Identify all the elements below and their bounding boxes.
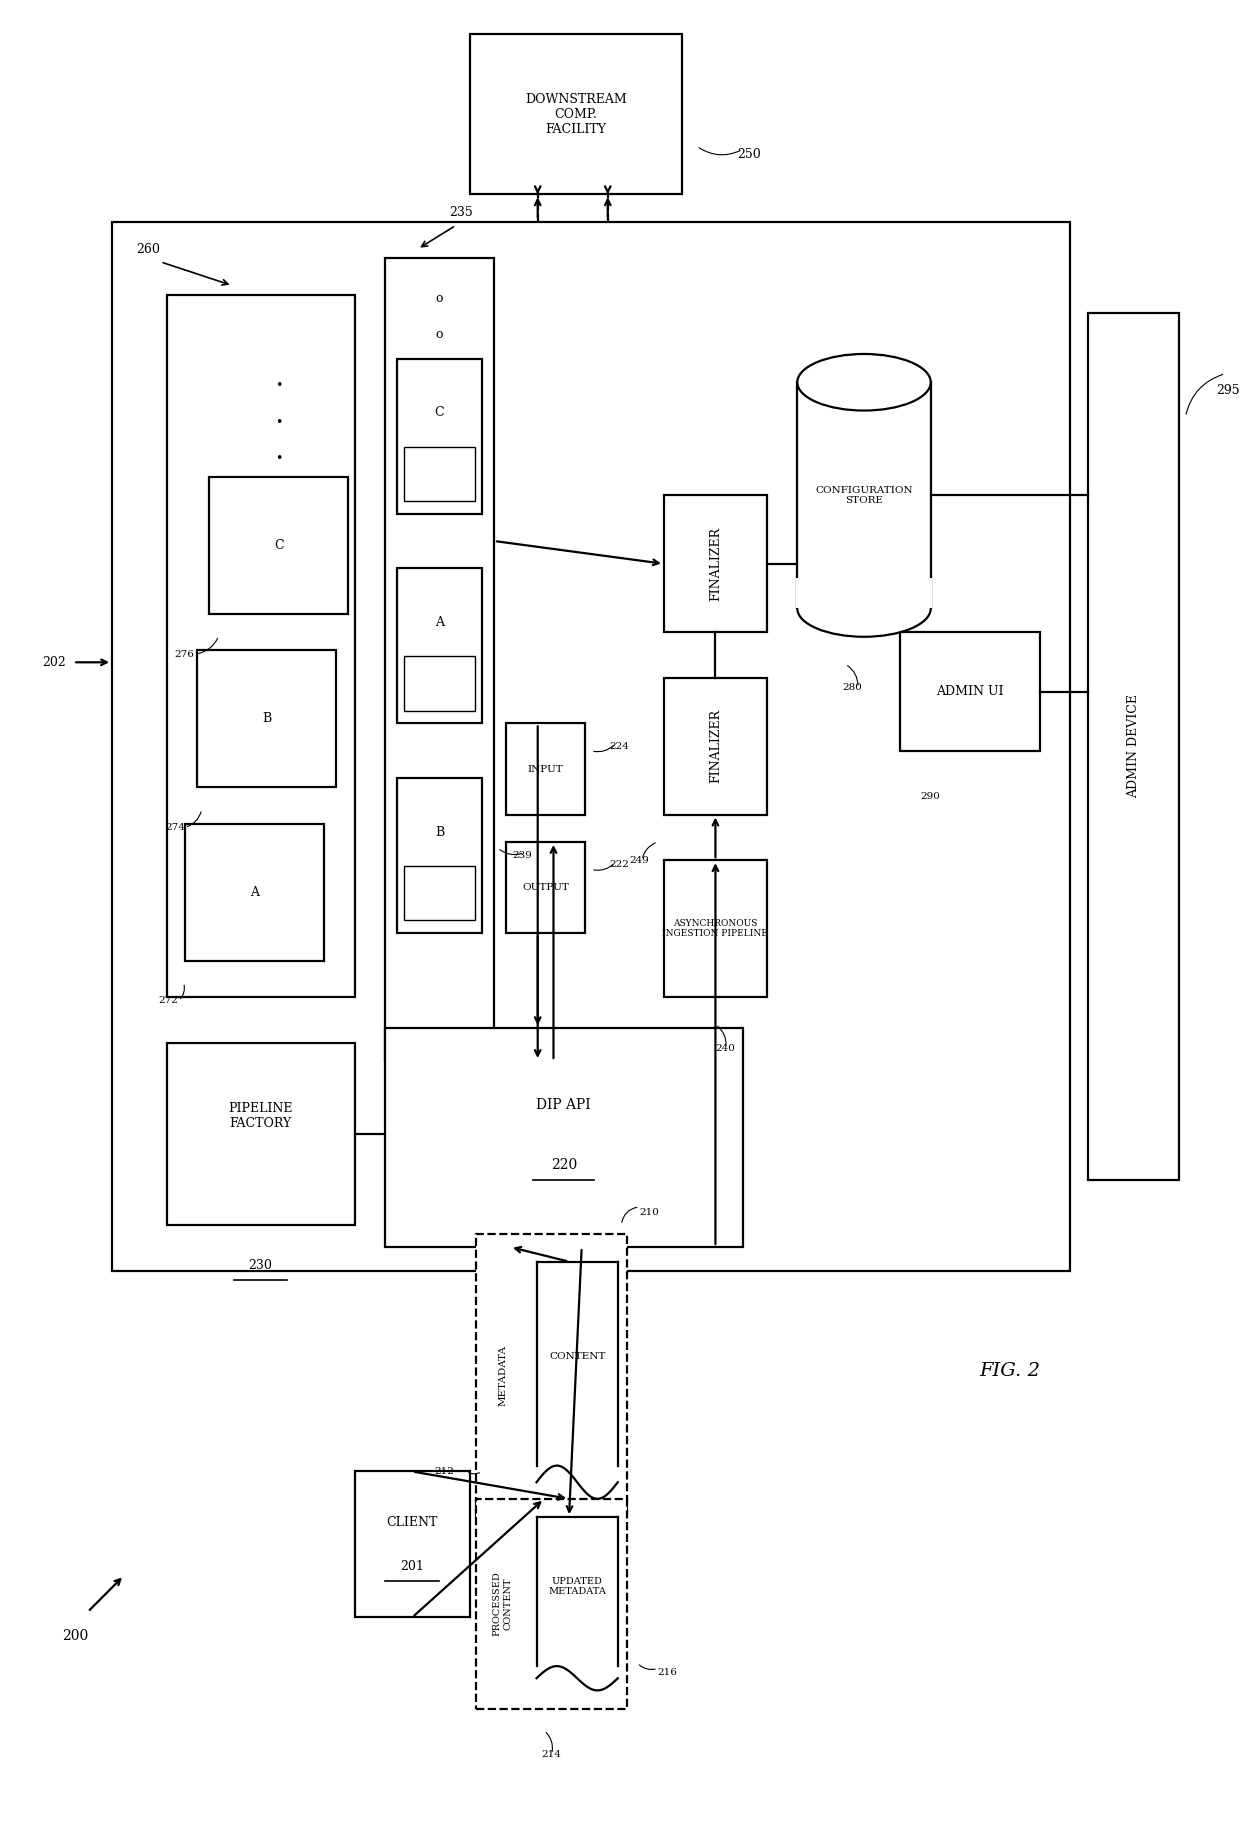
Text: o: o — [435, 328, 443, 342]
Text: 201: 201 — [401, 1559, 424, 1572]
Text: INPUT: INPUT — [528, 765, 563, 774]
Ellipse shape — [797, 353, 931, 410]
Text: OUTPUT: OUTPUT — [522, 884, 569, 893]
Text: 250: 250 — [737, 148, 760, 161]
Bar — [506, 842, 585, 933]
Text: 239: 239 — [512, 851, 532, 860]
Text: CLIENT: CLIENT — [387, 1515, 438, 1530]
Text: 220: 220 — [551, 1158, 577, 1171]
Text: 260: 260 — [136, 243, 160, 256]
Text: DIP API: DIP API — [537, 1098, 591, 1113]
Text: 240: 240 — [715, 1043, 735, 1052]
Text: DOWNSTREAM
COMP.
FACILITY: DOWNSTREAM COMP. FACILITY — [525, 93, 626, 135]
Text: CONTENT: CONTENT — [549, 1352, 605, 1362]
Text: C: C — [274, 540, 284, 553]
Text: FINALIZER: FINALIZER — [709, 527, 722, 600]
Text: B: B — [262, 712, 272, 725]
Bar — [384, 258, 494, 1061]
Text: PIPELINE
FACTORY: PIPELINE FACTORY — [228, 1102, 293, 1129]
Text: METADATA: METADATA — [498, 1345, 507, 1405]
Text: 210: 210 — [640, 1208, 660, 1217]
Text: 222: 222 — [609, 860, 629, 869]
Text: 214: 214 — [542, 1749, 562, 1759]
Bar — [384, 1028, 743, 1246]
Text: 200: 200 — [62, 1629, 89, 1643]
Text: C: C — [435, 406, 444, 419]
Bar — [112, 221, 1070, 1270]
Text: A: A — [250, 886, 259, 899]
Text: 212: 212 — [434, 1468, 454, 1477]
Bar — [796, 578, 932, 609]
Bar — [476, 1233, 627, 1517]
Bar — [397, 778, 482, 933]
Bar — [197, 650, 336, 787]
Text: •: • — [275, 452, 283, 465]
Text: FINALIZER: FINALIZER — [709, 710, 722, 783]
Text: 276: 276 — [175, 650, 195, 659]
Text: ADMIN DEVICE: ADMIN DEVICE — [1127, 694, 1141, 798]
Bar — [900, 631, 1040, 750]
Text: 224: 224 — [609, 741, 629, 750]
Bar — [476, 1499, 627, 1709]
Text: 202: 202 — [42, 655, 66, 668]
Bar — [397, 569, 482, 723]
Text: o: o — [435, 291, 443, 306]
Bar — [1089, 313, 1179, 1180]
Bar — [663, 677, 768, 814]
Text: 274: 274 — [165, 824, 185, 833]
Text: 295: 295 — [1216, 384, 1240, 397]
Text: 290: 290 — [921, 792, 941, 802]
Bar — [185, 824, 324, 961]
Text: B: B — [435, 825, 444, 838]
Text: FIG. 2: FIG. 2 — [980, 1362, 1040, 1380]
Bar — [470, 33, 682, 194]
Text: 235: 235 — [449, 207, 474, 220]
Text: 280: 280 — [842, 683, 862, 692]
Ellipse shape — [797, 580, 931, 637]
Text: •: • — [275, 415, 283, 428]
Text: ASYNCHRONOUS
INGESTION PIPELINE: ASYNCHRONOUS INGESTION PIPELINE — [662, 919, 769, 939]
Text: •: • — [275, 379, 283, 392]
Bar — [506, 723, 585, 814]
Text: 230: 230 — [248, 1259, 273, 1272]
Text: PROCESSED
CONTENT: PROCESSED CONTENT — [492, 1572, 512, 1636]
Bar — [210, 478, 348, 615]
Bar — [404, 447, 475, 501]
Text: ADMIN UI: ADMIN UI — [936, 684, 1004, 697]
Text: 272: 272 — [159, 996, 179, 1005]
Bar — [404, 657, 475, 710]
Text: 249: 249 — [630, 856, 650, 866]
Bar — [663, 860, 768, 997]
Text: 216: 216 — [657, 1667, 678, 1676]
Bar — [663, 496, 768, 631]
Bar — [397, 359, 482, 514]
Text: A: A — [435, 617, 444, 630]
Bar — [404, 866, 475, 920]
Bar — [166, 1043, 355, 1224]
Text: UPDATED
METADATA: UPDATED METADATA — [548, 1577, 606, 1596]
Bar — [166, 295, 355, 997]
Text: CONFIGURATION
STORE: CONFIGURATION STORE — [815, 485, 913, 505]
Bar — [355, 1471, 470, 1618]
